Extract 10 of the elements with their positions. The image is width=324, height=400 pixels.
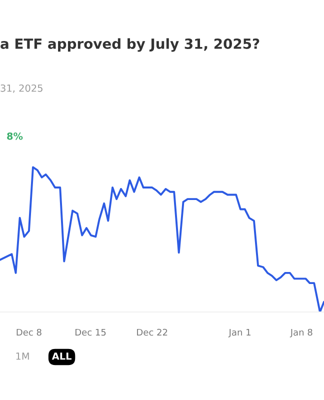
chart-title: a ETF approved by July 31, 2025? [0,38,260,52]
text: 1M [16,352,29,360]
x-tick-label: Dec 8 [16,328,42,336]
chart-subtitle: 31, 2025 [0,84,42,93]
x-tick-label: Jan 8 [290,328,312,338]
x-tick-label: Jan 1 [228,328,250,338]
text: 8% [7,132,23,140]
text: ALL [52,352,72,360]
x-tick-label: Dec 15 [76,328,106,336]
x-tick-label: Dec 22 [137,328,168,336]
